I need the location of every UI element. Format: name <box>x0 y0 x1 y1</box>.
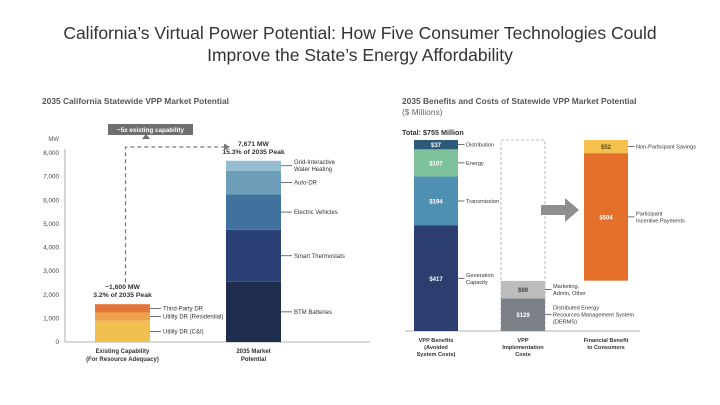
slide-title: California’s Virtual Power Potential: Ho… <box>0 22 720 66</box>
y-tick-label: 2,000 <box>43 292 59 299</box>
bar-segment-participant-incentive-payments <box>584 153 628 281</box>
bar-segment-transmission <box>414 176 458 226</box>
annotation-box <box>108 124 193 135</box>
bar-segment-smart-thermostats <box>226 229 281 282</box>
x-category-label: Existing Capability (For Resource Adequac… <box>86 349 159 363</box>
bar-value-label: $37 <box>431 143 442 149</box>
left-chart-title: 2035 California Statewide VPP Market Pot… <box>42 96 229 106</box>
bar-value-label: $69 <box>518 288 529 294</box>
x-category-label: Financial Benefit to Consumers <box>584 338 629 351</box>
x-category-label: VPP Benefits (Avoided System Costs) <box>417 338 456 358</box>
y-tick-label: 4,000 <box>43 245 59 252</box>
bar-value-label: $129 <box>516 313 530 319</box>
segment-label-smart-thermostats: Smart Thermostats <box>294 254 345 260</box>
y-tick-label: 5,000 <box>43 221 59 228</box>
bar-segment-distribution <box>414 140 458 150</box>
segment-label-third-party-dr: Third-Party DR <box>163 306 204 312</box>
bar-value-label: $504 <box>599 215 613 221</box>
slide-title-line-1: California’s Virtual Power Potential: Ho… <box>63 23 657 43</box>
segment-label-energy: Energy <box>466 161 484 167</box>
bar-segment-third-party-dr <box>95 304 150 313</box>
bar-value-label: $107 <box>429 161 443 167</box>
segment-label-auto-dr: Auto-DR <box>294 181 318 187</box>
y-tick-label: 0 <box>55 339 59 346</box>
bar-segment-auto-dr <box>226 170 281 195</box>
y-tick-label: 7,000 <box>43 174 59 181</box>
segment-label-distributed-energy-resources-management-system-derms: Distributed Energy Resources Management S… <box>553 306 634 326</box>
annotation-pointer <box>142 134 150 139</box>
bar-segment-energy <box>414 149 458 177</box>
y-tick-label: 3,000 <box>43 268 59 275</box>
segment-label-non-participant-savings: Non-Participant Savings <box>636 145 696 151</box>
bar-value-label: $194 <box>429 199 443 205</box>
right-chart-total-label: Total: $755 Million <box>402 128 464 137</box>
segment-label-btm-batteries: BTM Batteries <box>294 310 332 316</box>
y-tick-label: 1,000 <box>43 315 59 322</box>
bar-segment-utility-dr-c-i <box>95 320 150 342</box>
slide-title-line-2: Improve the State’s Energy Affordability <box>207 45 513 65</box>
bar-value-label: $52 <box>601 145 612 151</box>
right-chart-subtitle: ($ Millions) <box>402 107 443 117</box>
bar-segment-distributed-energy-resources-management-system-derms <box>501 298 545 331</box>
segment-label-utility-dr-residential: Utility DR (Residential) <box>163 315 223 321</box>
y-axis-label: MW <box>48 137 59 143</box>
annotation-arrowhead <box>224 143 230 151</box>
x-category-label: 2035 Market Potential <box>236 349 270 363</box>
segment-label-electric-vehicles: Electric Vehicles <box>294 210 338 216</box>
flow-arrow-shape <box>541 198 579 222</box>
segment-label-distribution: Distribution <box>466 143 494 149</box>
bar-total-label: 7,671 MW 15.3% of 2035 Peak <box>222 141 285 156</box>
bar-segment-grid-interactive-water-heating <box>226 160 281 171</box>
bar-segment-non-participant-savings <box>584 140 628 154</box>
bar-segment-generation-capacity <box>414 225 458 331</box>
segment-label-marketing-admin-other: Marketing, Admin, Other <box>553 284 586 297</box>
segment-label-grid-interactive-water-heating: Grid-Interactive Water Heating <box>294 160 336 173</box>
y-tick-label: 6,000 <box>43 197 59 204</box>
bar-total-label: ~1,600 MW 3.2% of 2035 Peak <box>93 284 152 299</box>
bar-segment-electric-vehicles <box>226 194 281 230</box>
right-chart-title: 2035 Benefits and Costs of Statewide VPP… <box>402 96 637 106</box>
segment-label-generation-capacity: Generation Capacity <box>466 273 494 286</box>
segment-label-utility-dr-c-i: Utility DR (C&I) <box>163 329 204 335</box>
segment-label-participant-incentive-payments: Participant Incentive Payments <box>636 211 685 224</box>
x-category-label: VPP Implementation Costs <box>502 338 544 358</box>
bar-segment-utility-dr-residential <box>95 312 150 321</box>
annotation-label: ~5x existing capability <box>117 127 185 134</box>
bar-value-label: $417 <box>429 277 443 283</box>
bar-segment-marketing-admin-other <box>501 280 545 299</box>
y-tick-label: 8,000 <box>43 150 59 157</box>
bar-segment-btm-batteries <box>226 281 281 342</box>
annotation-bracket <box>124 146 224 283</box>
segment-label-transmission: Transmission <box>466 199 499 205</box>
